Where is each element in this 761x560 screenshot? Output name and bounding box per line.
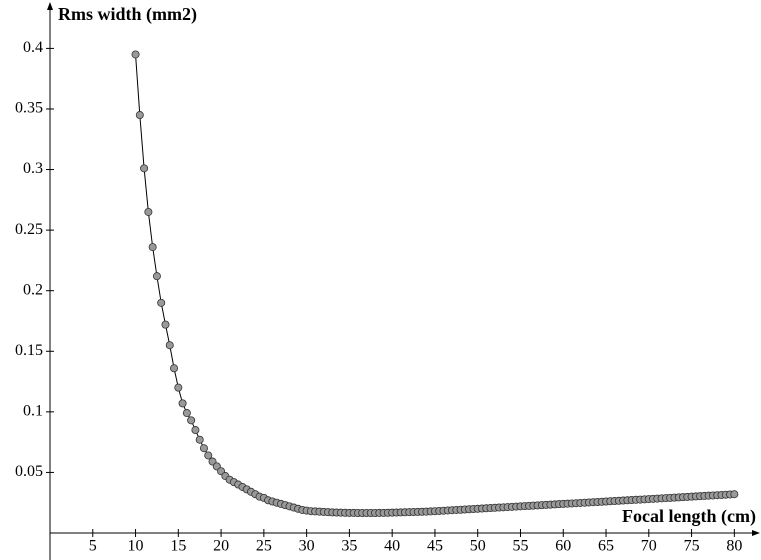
data-point (165, 341, 174, 350)
x-tick-label: 45 (427, 538, 443, 555)
x-tick-label: 35 (341, 538, 357, 555)
y-axis-arrow (47, 2, 53, 10)
data-point (174, 383, 183, 392)
data-point (195, 435, 204, 444)
data-point (199, 444, 208, 453)
data-point (178, 399, 187, 408)
data-point (182, 409, 191, 418)
y-tick-label: 0.15 (15, 342, 43, 359)
x-axis-title: Focal length (cm) (622, 506, 756, 527)
x-tick-label: 25 (256, 538, 272, 555)
y-tick-label: 0.05 (15, 463, 43, 480)
x-tick-label: 20 (213, 538, 229, 555)
data-point (730, 490, 739, 499)
x-tick-label: 10 (128, 538, 144, 555)
y-tick-label: 0.4 (23, 39, 43, 56)
x-axis-arrow (752, 530, 760, 536)
data-point (191, 426, 200, 435)
x-tick-label: 55 (512, 538, 528, 555)
x-tick-label: 30 (299, 538, 315, 555)
data-point (148, 243, 157, 252)
data-point (135, 111, 144, 120)
x-tick-label: 50 (470, 538, 486, 555)
y-tick-label: 0.3 (23, 160, 43, 177)
y-tick-label: 0.1 (23, 403, 43, 420)
x-tick-label: 60 (555, 538, 571, 555)
data-point (152, 272, 161, 281)
x-tick-label: 80 (726, 538, 742, 555)
data-point (157, 298, 166, 307)
x-tick-label: 15 (170, 538, 186, 555)
x-tick-label: 70 (641, 538, 657, 555)
data-point (161, 320, 170, 329)
data-point (170, 364, 179, 373)
data-point (140, 164, 149, 173)
data-point (131, 50, 140, 59)
x-tick-label: 65 (598, 538, 614, 555)
x-tick-label: 40 (384, 538, 400, 555)
y-axis-title: Rms width (mm2) (58, 4, 197, 25)
y-tick-label: 0.2 (23, 281, 43, 298)
data-point (187, 416, 196, 425)
x-tick-label: 5 (89, 538, 97, 555)
data-point (144, 207, 153, 216)
y-tick-label: 0.35 (15, 100, 43, 117)
curve (135, 54, 735, 514)
x-tick-label: 75 (684, 538, 700, 555)
y-tick-label: 0.25 (15, 221, 43, 238)
data-point (204, 451, 213, 460)
